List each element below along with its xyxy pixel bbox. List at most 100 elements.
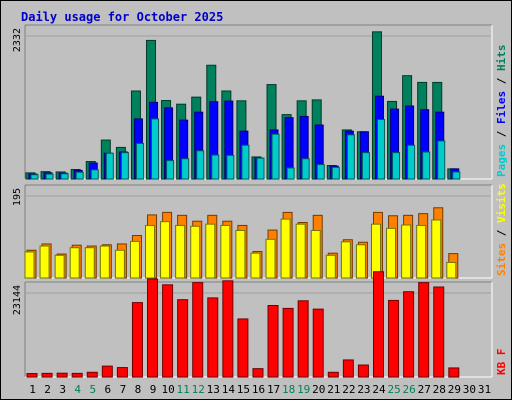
x-tick-label: 5 bbox=[89, 383, 96, 396]
bar bbox=[386, 227, 397, 279]
x-tick-label: 14 bbox=[222, 383, 236, 396]
bar bbox=[39, 245, 50, 279]
bar bbox=[196, 150, 205, 180]
x-tick-label: 18 bbox=[282, 383, 295, 396]
bar bbox=[355, 244, 366, 279]
x-tick-label: 6 bbox=[105, 383, 112, 396]
bar bbox=[252, 368, 264, 378]
y-max-label: 23144 bbox=[12, 285, 23, 315]
chart-title: Daily usage for October 2025 bbox=[21, 10, 223, 24]
bar bbox=[446, 261, 457, 279]
x-tick-label: 21 bbox=[327, 383, 340, 396]
bar bbox=[192, 282, 204, 378]
bar bbox=[151, 118, 160, 180]
bar bbox=[431, 219, 442, 279]
x-tick-label: 8 bbox=[135, 383, 142, 396]
x-tick-label: 12 bbox=[192, 383, 205, 396]
bar bbox=[361, 152, 370, 180]
x-tick-label: 15 bbox=[237, 383, 250, 396]
bar bbox=[295, 223, 306, 279]
bar bbox=[331, 166, 340, 180]
bar bbox=[160, 221, 171, 279]
bar bbox=[147, 278, 159, 378]
bar bbox=[45, 173, 54, 180]
bar bbox=[166, 160, 175, 180]
bar bbox=[265, 238, 276, 279]
bar bbox=[54, 254, 65, 279]
x-tick-label: 2 bbox=[44, 383, 51, 396]
bar bbox=[316, 164, 325, 180]
x-tick-label: 16 bbox=[252, 383, 265, 396]
x-tick-label: 30 bbox=[463, 383, 476, 396]
bar bbox=[56, 372, 68, 378]
legend-entry: Visits bbox=[495, 183, 508, 223]
legend-entry: Sites bbox=[495, 243, 508, 276]
bar bbox=[30, 174, 39, 180]
y-max-label: 195 bbox=[12, 188, 23, 206]
bar bbox=[357, 364, 369, 378]
panel-middle: 195 Sites / Visits bbox=[12, 183, 508, 279]
bar bbox=[301, 158, 310, 180]
x-tick-label: 22 bbox=[342, 383, 355, 396]
bar bbox=[116, 367, 128, 378]
bar bbox=[433, 286, 445, 378]
y-max-label: 2332 bbox=[12, 28, 23, 52]
bar bbox=[312, 308, 324, 378]
bar bbox=[388, 299, 400, 378]
bar bbox=[250, 252, 261, 279]
bar bbox=[237, 318, 249, 378]
x-tick-label: 3 bbox=[59, 383, 66, 396]
bar bbox=[340, 241, 351, 279]
x-tick-label: 9 bbox=[150, 383, 157, 396]
bar bbox=[75, 171, 84, 180]
bar bbox=[99, 245, 110, 279]
x-tick-label: 25 bbox=[387, 383, 400, 396]
x-tick-label: 10 bbox=[161, 383, 174, 396]
legend: Sites / Visits bbox=[495, 183, 508, 276]
bar bbox=[114, 249, 125, 279]
bar bbox=[280, 218, 291, 279]
bar bbox=[271, 133, 280, 180]
bar bbox=[286, 167, 295, 180]
x-tick-label: 19 bbox=[297, 383, 310, 396]
legend-separator: / bbox=[495, 223, 508, 243]
legend-separator: / bbox=[495, 124, 508, 144]
legend-entry: Files bbox=[495, 91, 508, 124]
bar bbox=[241, 144, 250, 180]
bar bbox=[310, 229, 321, 279]
x-tick-label: 26 bbox=[403, 383, 416, 396]
bar bbox=[84, 247, 95, 279]
bar bbox=[222, 280, 234, 378]
legend-entry: Pages bbox=[495, 144, 508, 177]
bar bbox=[131, 302, 143, 378]
bar bbox=[24, 251, 35, 279]
bar bbox=[41, 372, 53, 378]
bar bbox=[325, 254, 336, 279]
bar bbox=[267, 304, 279, 378]
x-tick-label: 31 bbox=[478, 383, 491, 396]
x-tick-label: 13 bbox=[207, 383, 220, 396]
bar bbox=[175, 224, 186, 279]
bar bbox=[416, 224, 427, 279]
bar bbox=[120, 152, 129, 180]
x-tick-label: 4 bbox=[74, 383, 81, 396]
chart-plots: 2332 Pages / Files / Hits 195 Sites / Visit… bbox=[12, 24, 508, 378]
bar bbox=[342, 359, 354, 378]
bar bbox=[256, 157, 265, 180]
bar bbox=[177, 299, 189, 378]
bar bbox=[71, 372, 83, 378]
bar bbox=[226, 154, 235, 180]
series-pages bbox=[30, 118, 461, 180]
x-tick-label: 20 bbox=[312, 383, 325, 396]
bar bbox=[162, 284, 174, 378]
x-tick-label: 28 bbox=[433, 383, 446, 396]
bar bbox=[220, 224, 231, 279]
panel-top: 2332 Pages / Files / Hits bbox=[12, 24, 508, 180]
bar bbox=[181, 158, 190, 180]
series-visits bbox=[24, 218, 457, 279]
bar bbox=[407, 144, 416, 180]
bar bbox=[327, 371, 339, 378]
bar bbox=[403, 291, 415, 378]
bar bbox=[90, 169, 99, 180]
bar bbox=[190, 225, 201, 279]
